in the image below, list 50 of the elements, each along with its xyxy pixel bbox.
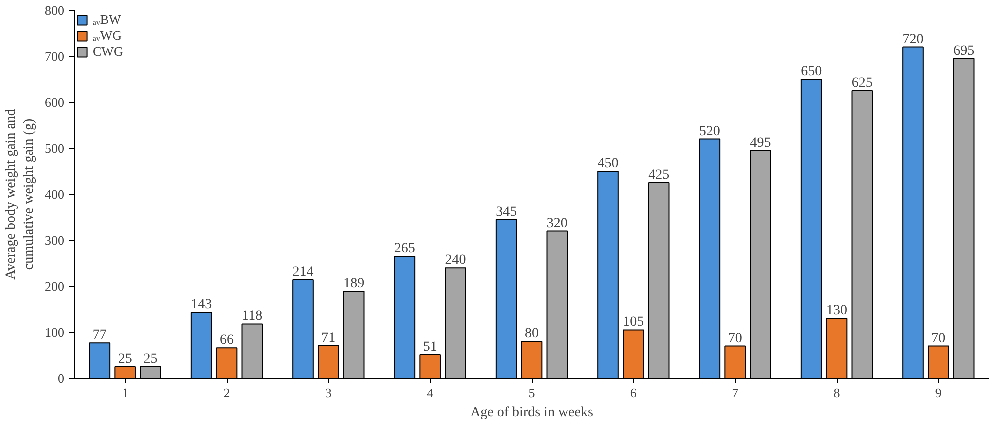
- y-tick-label: 0: [58, 371, 64, 386]
- data-label: 70: [932, 331, 946, 346]
- data-label: 118: [242, 309, 263, 324]
- x-tick-label: 2: [224, 386, 230, 400]
- data-label: 345: [496, 204, 518, 220]
- data-label: 265: [394, 242, 416, 257]
- y-tick-label: 800: [45, 3, 64, 18]
- y-tick-label: 700: [45, 49, 64, 64]
- data-label: 51: [423, 340, 438, 356]
- data-label: 143: [191, 298, 212, 313]
- x-tick-label: 3: [325, 386, 332, 400]
- data-label: 105: [623, 315, 644, 330]
- data-label: 189: [344, 276, 365, 292]
- data-label: 320: [546, 216, 568, 232]
- legend-label: ₐᵥWG: [93, 28, 122, 44]
- data-label: 25: [144, 352, 158, 367]
- data-label: 80: [525, 326, 539, 342]
- data-label: 77: [92, 328, 107, 344]
- data-label: 130: [826, 304, 848, 319]
- data-label: 520: [699, 124, 720, 140]
- x-tick-label: 7: [732, 386, 740, 400]
- y-tick-label: 600: [45, 95, 64, 110]
- x-tick-label: 5: [528, 386, 536, 400]
- x-tick-label: 6: [630, 386, 638, 400]
- data-label: 695: [954, 44, 975, 59]
- data-label: 66: [220, 333, 234, 348]
- y-axis-title: Average body weight gain and cumulative weight gain (g): [4, 109, 37, 280]
- x-tick-label: 8: [834, 386, 840, 400]
- legend-label: CWG: [93, 44, 124, 60]
- data-label: 650: [801, 64, 822, 80]
- legend-label: ₐᵥBW: [93, 12, 122, 28]
- data-label: 425: [648, 168, 670, 183]
- data-label: 625: [852, 76, 873, 91]
- y-tick-label: 500: [45, 141, 64, 156]
- data-label: 70: [728, 331, 742, 346]
- x-tick-label: 9: [935, 386, 942, 400]
- data-label: 25: [118, 352, 132, 367]
- y-tick-label: 100: [45, 325, 64, 340]
- x-tick-label: 1: [122, 386, 129, 400]
- y-tick-label: 300: [45, 233, 64, 248]
- data-label: 450: [598, 156, 619, 172]
- x-tick-label: 4: [427, 386, 434, 400]
- data-label: 214: [292, 265, 314, 280]
- data-label: 495: [750, 136, 772, 151]
- data-label: 71: [322, 330, 336, 346]
- y-tick-label: 200: [45, 279, 64, 294]
- y-tick-label: 400: [45, 187, 64, 202]
- data-label: 240: [445, 253, 466, 268]
- data-label: 720: [902, 32, 924, 48]
- x-axis-title: Age of birds in weeks: [470, 406, 594, 420]
